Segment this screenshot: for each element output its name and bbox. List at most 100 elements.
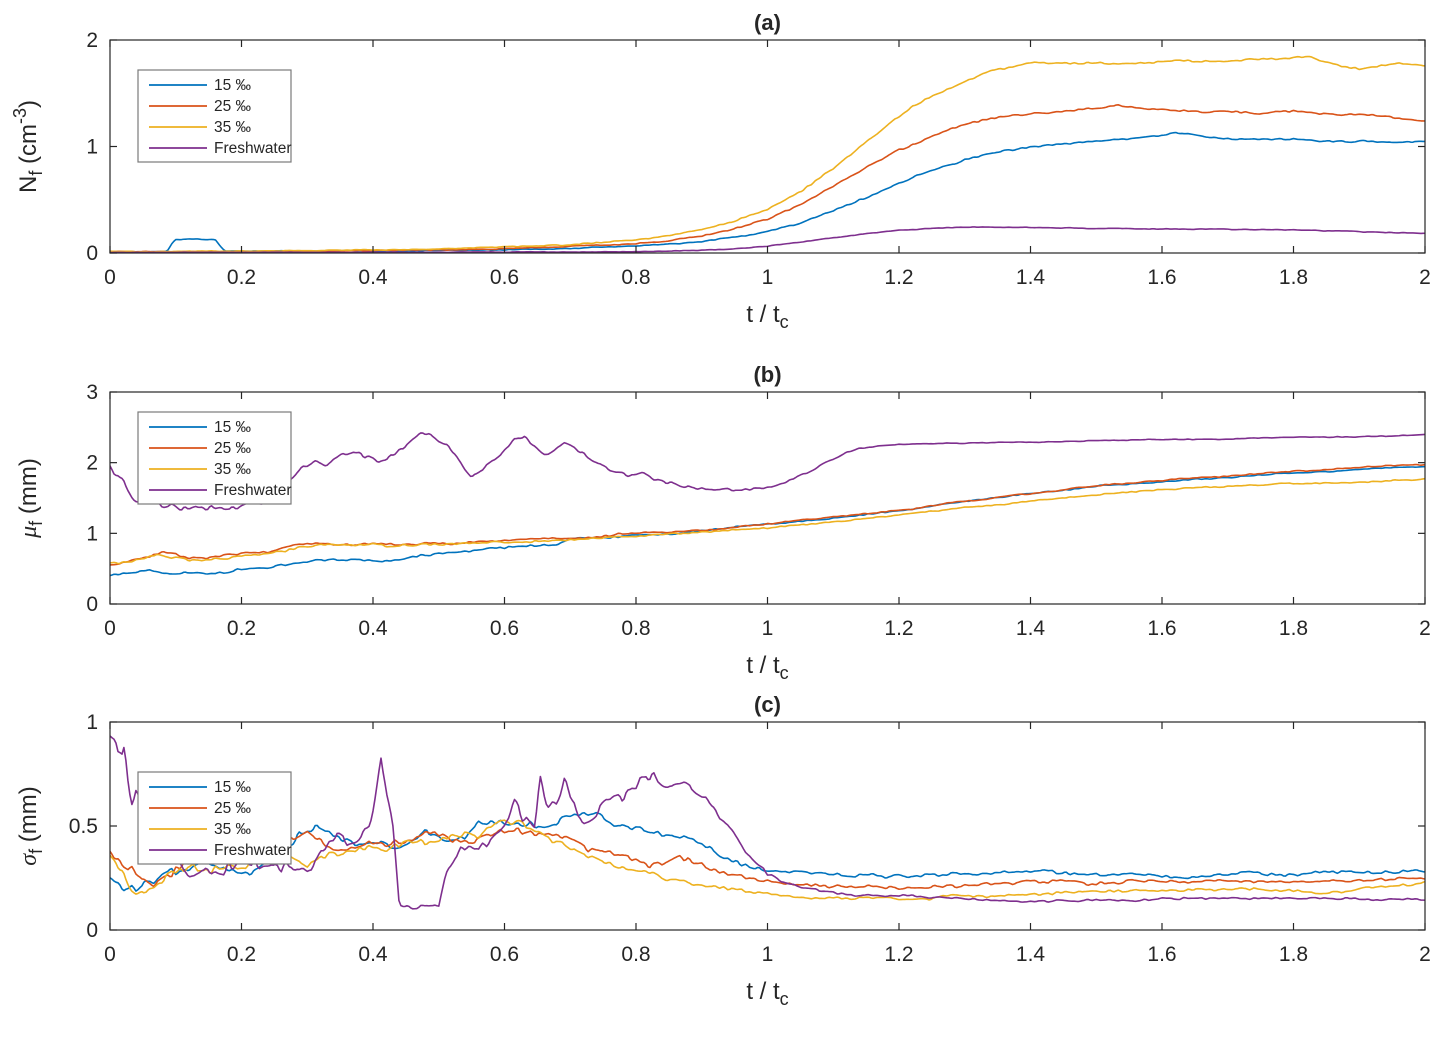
legend-label: Freshwater bbox=[214, 482, 292, 499]
x-tick-label: 1.6 bbox=[1147, 266, 1176, 289]
series-25 bbox=[110, 104, 1425, 253]
x-tick-label: 0.2 bbox=[227, 617, 256, 640]
y-tick-label: 1 bbox=[86, 711, 98, 734]
x-tick-label: 2 bbox=[1419, 943, 1431, 966]
legend-c: 15 ‰ 25 ‰ 35 ‰ Freshwater bbox=[137, 771, 292, 865]
legend-label: 35 ‰ bbox=[214, 461, 252, 478]
legend-item: 35 ‰ bbox=[149, 119, 252, 136]
x-tick-label: 1.8 bbox=[1279, 617, 1308, 640]
x-axis-a: 0 0.2 0.4 0.6 0.8 1 1.2 1.4 1.6 1.8 2 bbox=[104, 40, 1431, 289]
legend-item: 25 ‰ bbox=[149, 98, 252, 115]
y-tick-label: 1 bbox=[86, 136, 98, 159]
x-tick-label: 0.2 bbox=[227, 943, 256, 966]
y-tick-label: 0.5 bbox=[69, 815, 98, 838]
x-tick-label: 0 bbox=[104, 617, 116, 640]
x-tick-label: 1.4 bbox=[1016, 617, 1046, 640]
x-tick-label: 0.6 bbox=[490, 266, 519, 289]
legend-label: 35 ‰ bbox=[214, 821, 252, 838]
legend-item: Freshwater bbox=[149, 842, 292, 859]
subplot-c: (c)0 0.2 0.4 0.6 0.8 1 1.2 1.4 1.6 1.8 200.51t / t… bbox=[15, 692, 1431, 1009]
series-35 bbox=[110, 819, 1425, 901]
y-tick-label: 2 bbox=[86, 452, 98, 475]
y-axis-label-a: Nf (cm-3) bbox=[10, 100, 46, 193]
x-axis-label-c: t / tc bbox=[746, 978, 788, 1009]
legend-item: 25 ‰ bbox=[149, 800, 252, 817]
y-tick-label: 0 bbox=[86, 919, 98, 942]
series-15 bbox=[110, 465, 1425, 577]
legend-item: 25 ‰ bbox=[149, 440, 252, 457]
legend-label: 15 ‰ bbox=[214, 419, 252, 436]
x-tick-label: 0.2 bbox=[227, 266, 256, 289]
subplot-title-a: (a) bbox=[754, 10, 781, 35]
legend-a: 15 ‰ 25 ‰ 35 ‰ Freshwater bbox=[137, 69, 292, 163]
series-freshwater bbox=[110, 735, 1425, 910]
legend-label: 25 ‰ bbox=[214, 440, 252, 457]
legend-label: 15 ‰ bbox=[214, 77, 252, 94]
x-axis-b: 0 0.2 0.4 0.6 0.8 1 1.2 1.4 1.6 1.8 2 bbox=[104, 392, 1431, 640]
series-35 bbox=[110, 55, 1425, 253]
series-group bbox=[110, 55, 1425, 253]
subplot-title-b: (b) bbox=[753, 362, 781, 387]
subplot-title-c: (c) bbox=[754, 692, 781, 717]
x-tick-label: 1.6 bbox=[1147, 943, 1176, 966]
series-freshwater bbox=[110, 432, 1425, 511]
series-group bbox=[110, 735, 1425, 910]
x-tick-label: 0.6 bbox=[490, 943, 519, 966]
legend-label: 25 ‰ bbox=[214, 98, 252, 115]
subplot-a: (a) 0 0.2 0.4 0.6 0.8 1 1.2 1.4 1.6 1.8 2 0 1 2 t / tc N… bbox=[10, 10, 1431, 332]
y-axis-b: 0 1 2 3 bbox=[86, 381, 1425, 616]
y-axis-c: 00.51 bbox=[69, 711, 1425, 942]
x-tick-label: 1.6 bbox=[1147, 617, 1176, 640]
x-axis-label-b: t / tc bbox=[746, 652, 788, 683]
legend-b: 15 ‰ 25 ‰ 35 ‰ Freshwater bbox=[137, 411, 292, 505]
series-15 bbox=[110, 811, 1425, 892]
x-axis-c: 0 0.2 0.4 0.6 0.8 1 1.2 1.4 1.6 1.8 2 bbox=[104, 722, 1431, 966]
x-tick-label: 1.2 bbox=[884, 943, 913, 966]
subplot-b: (b) 0 0.2 0.4 0.6 0.8 1 1.2 1.4 1.6 1.8 2 0 1 2 3 t / tc… bbox=[15, 362, 1431, 683]
x-tick-label: 0.8 bbox=[621, 266, 650, 289]
y-tick-label: 2 bbox=[86, 29, 98, 52]
series-25 bbox=[110, 827, 1425, 890]
x-tick-label: 0.4 bbox=[358, 943, 388, 966]
x-tick-label: 0.8 bbox=[621, 617, 650, 640]
y-tick-label: 0 bbox=[86, 593, 98, 616]
x-tick-label: 0.4 bbox=[358, 617, 388, 640]
series-group bbox=[110, 432, 1425, 577]
legend-item: 15 ‰ bbox=[149, 77, 252, 94]
legend-label: 25 ‰ bbox=[214, 800, 252, 817]
x-tick-label: 2 bbox=[1419, 617, 1431, 640]
plot-border bbox=[109, 39, 1426, 254]
plot-border bbox=[109, 391, 1426, 605]
legend-item: 35 ‰ bbox=[149, 821, 252, 838]
legend-item: 35 ‰ bbox=[149, 461, 252, 478]
x-tick-label: 1 bbox=[762, 617, 774, 640]
legend-item: Freshwater bbox=[149, 140, 292, 157]
y-axis-a: 0 1 2 bbox=[86, 29, 1425, 265]
legend-label: 35 ‰ bbox=[214, 119, 252, 136]
legend-label: Freshwater bbox=[214, 140, 292, 157]
x-tick-label: 0 bbox=[104, 943, 116, 966]
legend-item: Freshwater bbox=[149, 482, 292, 499]
x-tick-label: 1 bbox=[762, 943, 774, 966]
x-tick-label: 0.8 bbox=[621, 943, 650, 966]
y-axis-label-c: σf (mm) bbox=[15, 786, 46, 866]
series-35 bbox=[110, 477, 1425, 565]
y-axis-label-b: μf (mm) bbox=[15, 458, 46, 539]
x-tick-label: 1.8 bbox=[1279, 943, 1308, 966]
x-tick-label: 0 bbox=[104, 266, 116, 289]
x-tick-label: 1 bbox=[762, 266, 774, 289]
x-tick-label: 1.8 bbox=[1279, 266, 1308, 289]
legend-item: 15 ‰ bbox=[149, 419, 252, 436]
legend-label: Freshwater bbox=[214, 842, 292, 859]
x-tick-label: 1.2 bbox=[884, 266, 913, 289]
y-tick-label: 1 bbox=[86, 522, 98, 545]
x-tick-label: 1.2 bbox=[884, 617, 913, 640]
y-tick-label: 3 bbox=[86, 381, 98, 404]
x-tick-label: 0.4 bbox=[358, 266, 388, 289]
legend-item: 15 ‰ bbox=[149, 779, 252, 796]
series-15 bbox=[110, 131, 1425, 253]
y-tick-label: 0 bbox=[86, 242, 98, 265]
legend-label: 15 ‰ bbox=[214, 779, 252, 796]
